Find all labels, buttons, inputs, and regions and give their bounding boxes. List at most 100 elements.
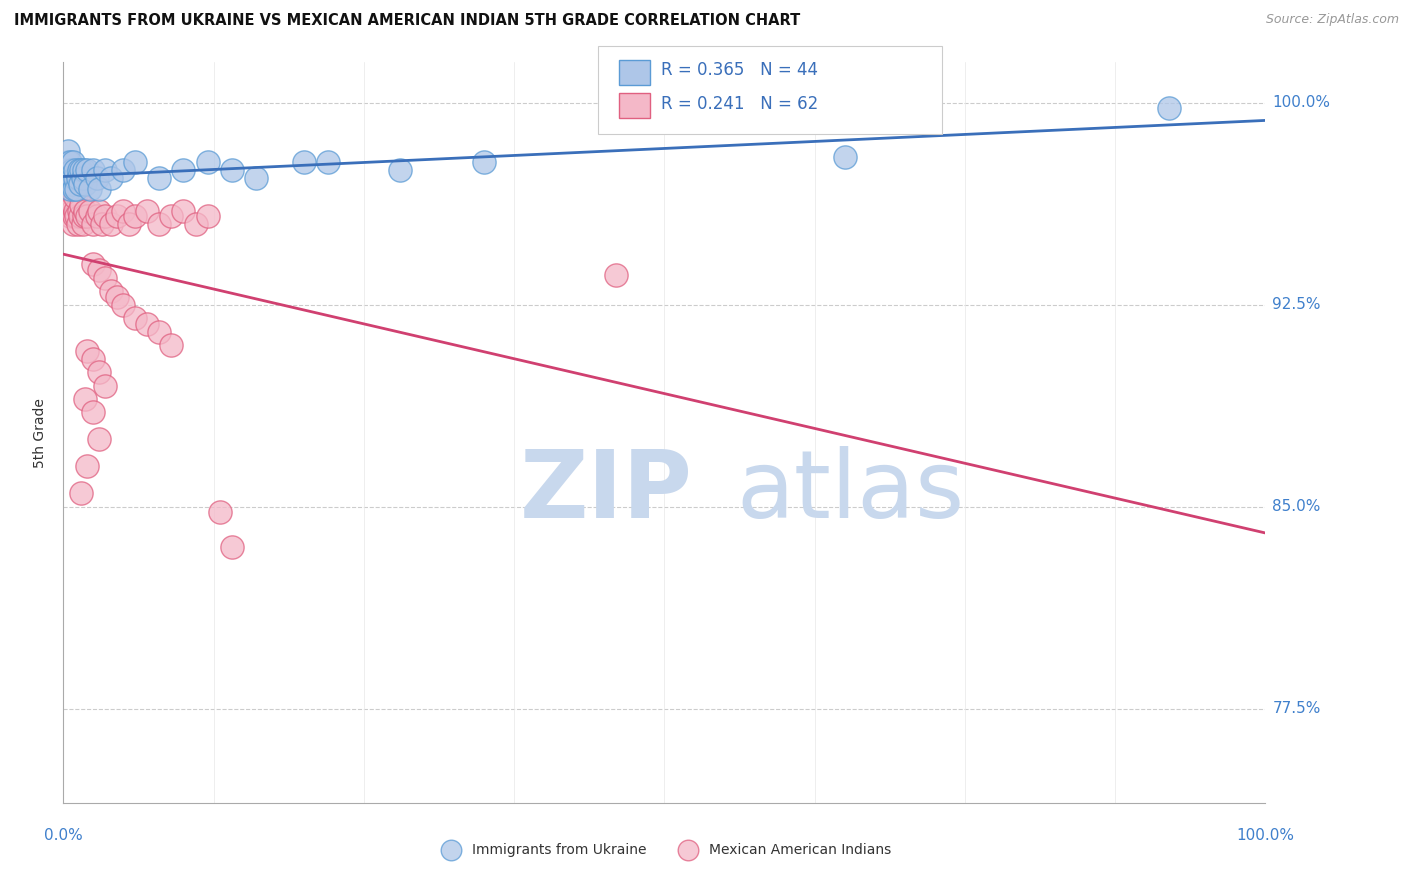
Point [148, 171, 170, 186]
Y-axis label: 5th Grade: 5th Grade [34, 398, 48, 467]
Point [100, 171, 122, 186]
Point [124, 155, 146, 169]
Point [58, 203, 80, 218]
Text: Source: ZipAtlas.com: Source: ZipAtlas.com [1265, 13, 1399, 27]
Point [72, 217, 94, 231]
Point [65, 209, 87, 223]
Point [69, 177, 91, 191]
Point [148, 217, 170, 231]
Point [55, 182, 77, 196]
Point [62, 217, 84, 231]
Point [82, 163, 104, 178]
Point [60, 163, 83, 178]
Point [60, 182, 83, 196]
Point [73, 209, 96, 223]
Point [56, 198, 79, 212]
Point [105, 290, 128, 304]
Text: 85.0%: 85.0% [1272, 500, 1320, 514]
Point [112, 203, 135, 218]
Point [60, 177, 83, 191]
Text: 77.5%: 77.5% [1272, 701, 1320, 716]
Point [136, 317, 159, 331]
Point [89, 203, 111, 218]
Text: R = 0.241   N = 62: R = 0.241 N = 62 [661, 95, 818, 113]
Point [197, 209, 219, 223]
Point [59, 182, 82, 196]
Text: ZIP: ZIP [520, 446, 693, 538]
Point [89, 182, 111, 196]
Point [65, 182, 87, 196]
Point [72, 171, 94, 186]
Point [60, 203, 83, 218]
Point [59, 209, 82, 223]
Point [58, 163, 80, 178]
Point [105, 209, 128, 223]
Text: R = 0.365   N = 44: R = 0.365 N = 44 [661, 62, 818, 79]
Point [59, 171, 82, 186]
Point [136, 203, 159, 218]
Point [58, 177, 80, 191]
Text: 100.0%: 100.0% [1272, 95, 1330, 111]
Text: 100.0%: 100.0% [1236, 828, 1295, 843]
Point [63, 182, 86, 196]
Text: 92.5%: 92.5% [1272, 297, 1320, 312]
Point [58, 171, 80, 186]
Point [172, 203, 194, 218]
Point [316, 155, 339, 169]
Point [59, 190, 82, 204]
Point [124, 209, 146, 223]
Point [56, 190, 79, 204]
Point [292, 155, 315, 169]
Point [89, 262, 111, 277]
Point [63, 209, 86, 223]
Point [90, 217, 112, 231]
Point [197, 155, 219, 169]
Point [56, 155, 79, 169]
Point [79, 182, 101, 196]
Point [79, 203, 101, 218]
Point [70, 198, 93, 212]
Point [73, 177, 96, 191]
Point [76, 209, 98, 223]
Text: atlas: atlas [737, 446, 965, 538]
Point [56, 171, 79, 186]
Point [59, 155, 82, 169]
Point [73, 203, 96, 218]
Point [221, 540, 243, 554]
Point [82, 217, 104, 231]
Point [94, 209, 117, 223]
Point [65, 190, 87, 204]
Point [112, 298, 135, 312]
Point [160, 338, 183, 352]
Point [221, 163, 243, 178]
Point [56, 145, 79, 159]
Point [65, 171, 87, 186]
Legend: Immigrants from Ukraine, Mexican American Indians: Immigrants from Ukraine, Mexican America… [432, 838, 897, 863]
Point [62, 155, 84, 169]
Point [118, 217, 141, 231]
Point [86, 171, 108, 186]
Point [124, 311, 146, 326]
Point [94, 378, 117, 392]
Point [70, 486, 93, 500]
Point [94, 270, 117, 285]
Point [55, 163, 77, 178]
Point [148, 325, 170, 339]
Point [1159, 101, 1181, 115]
Point [82, 405, 104, 419]
Point [94, 163, 117, 178]
Point [76, 459, 98, 474]
Text: 0.0%: 0.0% [44, 828, 83, 843]
Point [245, 171, 267, 186]
Point [82, 351, 104, 366]
Point [184, 217, 207, 231]
Point [605, 268, 627, 282]
Point [73, 163, 96, 178]
Point [70, 163, 93, 178]
Point [69, 209, 91, 223]
Point [172, 163, 194, 178]
Point [112, 163, 135, 178]
Point [65, 203, 87, 218]
Point [160, 209, 183, 223]
Point [65, 163, 87, 178]
